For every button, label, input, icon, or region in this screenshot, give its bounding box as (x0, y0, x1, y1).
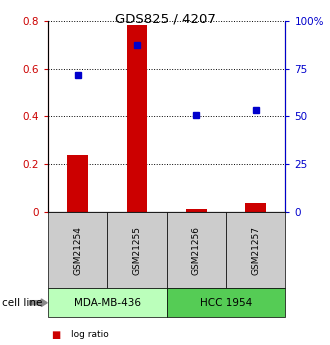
Text: GSM21257: GSM21257 (251, 226, 260, 275)
Bar (246, 203, 266, 212)
Text: GSM21256: GSM21256 (192, 226, 201, 275)
Text: ■: ■ (51, 330, 60, 339)
Bar (126, 26, 147, 212)
Text: MDA-MB-436: MDA-MB-436 (74, 298, 141, 308)
Text: cell line: cell line (2, 298, 42, 308)
Text: HCC 1954: HCC 1954 (200, 298, 252, 308)
Text: GDS825 / 4207: GDS825 / 4207 (115, 12, 215, 25)
Text: log ratio: log ratio (71, 330, 109, 339)
Text: GSM21254: GSM21254 (73, 226, 82, 275)
Text: GSM21255: GSM21255 (132, 226, 142, 275)
Bar (186, 209, 207, 212)
Bar (67, 155, 88, 212)
